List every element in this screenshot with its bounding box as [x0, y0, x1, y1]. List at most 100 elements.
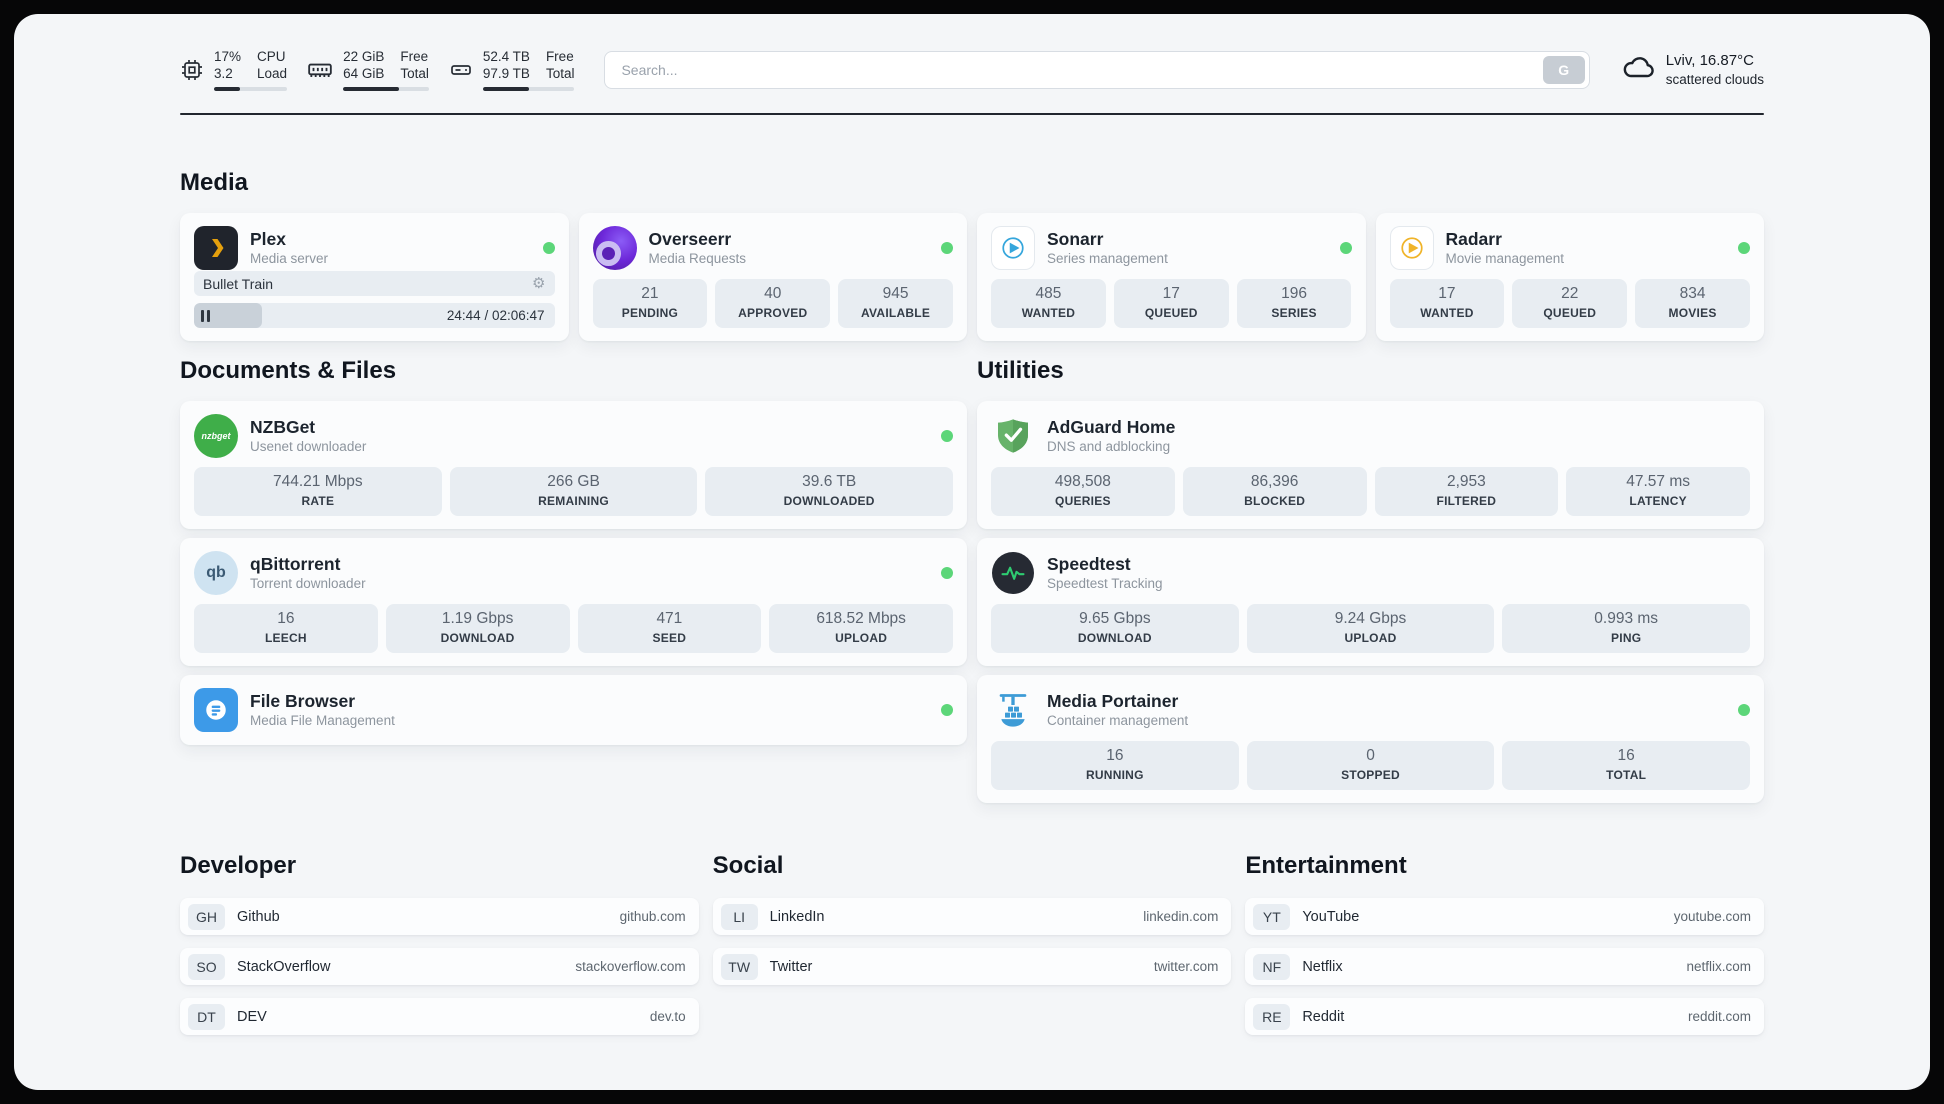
stat-total: 16 TOTAL — [1502, 741, 1751, 790]
plex-icon — [194, 226, 238, 270]
stat-pending: 21 PENDING — [592, 279, 708, 328]
section-title-developer: Developer — [180, 852, 297, 879]
status-dot — [941, 430, 953, 442]
cpu-progress-bar — [214, 87, 288, 91]
ram-progress-bar — [343, 87, 429, 91]
topbar: 17% 3.2 CPU Load — [180, 48, 1764, 91]
search-engine-button[interactable]: G — [1542, 55, 1585, 84]
stat-series: 196 SERIES — [1236, 279, 1352, 328]
stat-blocked: 86,396 BLOCKED — [1182, 467, 1367, 516]
weather-widget: Lviv, 16.87°C scattered clouds — [1620, 49, 1764, 90]
bookmark-dev[interactable]: DT DEV dev.to — [180, 998, 699, 1035]
bookmark-name: Netflix — [1302, 958, 1343, 975]
cpu-usage-value: 17% — [214, 49, 242, 64]
playback-progress-bar[interactable]: 24:44 / 02:06:47 — [194, 303, 555, 328]
stat-running: 16 RUNNING — [991, 741, 1239, 790]
nzbget-icon: nzbget — [194, 414, 238, 458]
app-name: qBittorrent — [250, 554, 341, 574]
pause-icon[interactable] — [201, 309, 210, 322]
bookmark-stackoverflow[interactable]: SO StackOverflow stackoverflow.com — [180, 948, 699, 985]
bookmark-name: Twitter — [769, 958, 813, 975]
status-dot — [1339, 242, 1352, 254]
bookmark-github[interactable]: GH Github github.com — [180, 898, 699, 935]
app-subtitle: Series management — [1047, 251, 1168, 266]
app-card-sonarr[interactable]: Sonarr Series management 485 WANTED 17 Q… — [977, 213, 1366, 341]
gear-icon[interactable]: ⚙ — [532, 275, 546, 292]
app-subtitle: Media server — [250, 251, 329, 266]
app-subtitle: Speedtest Tracking — [1047, 576, 1163, 591]
disk-progress-bar — [482, 87, 575, 91]
status-dot — [941, 704, 953, 716]
section-title-entertainment: Entertainment — [1245, 852, 1407, 879]
app-card-portainer[interactable]: Media Portainer Container management 16 … — [977, 675, 1764, 803]
bookmark-name: StackOverflow — [237, 958, 331, 975]
stat-ping: 0.993 ms PING — [1502, 604, 1751, 653]
status-dot — [941, 242, 953, 254]
weather-location: Lviv, 16.87°C — [1665, 51, 1754, 69]
app-name: Radarr — [1445, 229, 1502, 249]
disk-widget: 52.4 TB 97.9 TB Free Total — [449, 48, 575, 91]
app-card-qbittorrent[interactable]: qb qBittorrent Torrent downloader 16 LEE… — [180, 538, 967, 666]
bookmark-url: youtube.com — [1673, 909, 1751, 924]
stat-download: 1.19 Gbps DOWNLOAD — [385, 604, 570, 653]
cpu-load-value: 3.2 — [214, 66, 233, 81]
qbittorrent-icon: qb — [194, 551, 238, 595]
bookmark-name: Reddit — [1302, 1008, 1345, 1025]
bookmark-linkedin[interactable]: LI LinkedIn linkedin.com — [712, 898, 1232, 935]
stat-latency: 47.57 ms LATENCY — [1566, 467, 1750, 516]
stat-rate: 744.21 Mbps RATE — [194, 467, 442, 516]
app-card-nzbget[interactable]: nzbget NZBGet Usenet downloader 744.21 M… — [180, 401, 967, 529]
ram-widget: 22 GiB 64 GiB Free Total — [307, 48, 429, 91]
stat-queries: 498,508 QUERIES — [991, 467, 1175, 516]
cpu-chip-icon — [180, 58, 204, 82]
bookmark-name: DEV — [237, 1008, 267, 1025]
stat-filtered: 2,953 FILTERED — [1374, 467, 1559, 516]
bookmark-netflix[interactable]: NF Netflix netflix.com — [1245, 948, 1764, 985]
bookmark-abbr: RE — [1253, 1003, 1291, 1030]
bookmark-name: Github — [237, 908, 280, 925]
search-input[interactable] — [604, 50, 1590, 89]
cloud-icon — [1620, 49, 1656, 90]
app-card-adguard[interactable]: AdGuard Home DNS and adblocking 498,508 … — [977, 401, 1764, 529]
stat-queued: 17 QUEUED — [1113, 279, 1229, 328]
bookmark-reddit[interactable]: RE Reddit reddit.com — [1245, 998, 1764, 1035]
app-subtitle: DNS and adblocking — [1047, 439, 1171, 454]
app-card-speedtest[interactable]: Speedtest Speedtest Tracking 9.65 Gbps D… — [977, 538, 1764, 666]
section-title-social: Social — [712, 852, 784, 879]
app-card-overseerr[interactable]: Overseerr Media Requests 21 PENDING 40 A… — [578, 213, 967, 341]
now-playing-row: Bullet Train ⚙ — [194, 271, 555, 296]
stat-approved: 40 APPROVED — [715, 279, 831, 328]
status-dot — [1738, 704, 1750, 716]
bookmark-url: dev.to — [649, 1009, 686, 1024]
weather-condition: scattered clouds — [1665, 71, 1764, 87]
stat-available: 945 AVAILABLE — [838, 279, 953, 328]
disk-free-label: Free — [545, 49, 574, 64]
bookmarks-entertainment: Entertainment YT YouTube youtube.com NF … — [1245, 852, 1764, 1048]
disk-total-label: Total — [545, 66, 575, 81]
bookmark-twitter[interactable]: TW Twitter twitter.com — [712, 948, 1232, 985]
stat-remaining: 266 GB REMAINING — [449, 467, 698, 516]
stat-wanted: 17 WANTED — [1389, 279, 1505, 328]
system-metrics: 17% 3.2 CPU Load — [180, 48, 575, 91]
app-subtitle: Usenet downloader — [250, 439, 367, 454]
app-subtitle: Media Requests — [648, 251, 747, 266]
adguard-icon — [991, 414, 1035, 458]
bookmark-youtube[interactable]: YT YouTube youtube.com — [1245, 898, 1764, 935]
ram-total-label: Total — [400, 66, 429, 81]
section-title-documents: Documents & Files — [180, 357, 397, 384]
bookmark-url: netflix.com — [1686, 959, 1751, 974]
app-card-plex[interactable]: Plex Media server Bullet Train ⚙ 24:44 /… — [180, 213, 569, 341]
stat-wanted: 485 WANTED — [991, 279, 1106, 328]
search-bar: G — [604, 50, 1590, 89]
section-documents: Documents & Files nzbget NZBGet Usenet d… — [180, 357, 967, 812]
stat-movies: 834 MOVIES — [1635, 279, 1750, 328]
app-card-filebrowser[interactable]: File Browser Media File Management — [180, 675, 967, 745]
disk-free-value: 52.4 TB — [482, 49, 530, 64]
bookmarks-social: Social LI LinkedIn linkedin.com TW Twitt… — [712, 852, 1232, 1048]
status-dot — [1738, 242, 1750, 254]
disk-icon — [449, 58, 473, 82]
sonarr-icon — [991, 226, 1035, 270]
cpu-readout: 17% 3.2 CPU Load — [214, 48, 288, 91]
app-card-radarr[interactable]: Radarr Movie management 17 WANTED 22 QUE… — [1375, 213, 1764, 341]
app-name: NZBGet — [250, 417, 316, 437]
